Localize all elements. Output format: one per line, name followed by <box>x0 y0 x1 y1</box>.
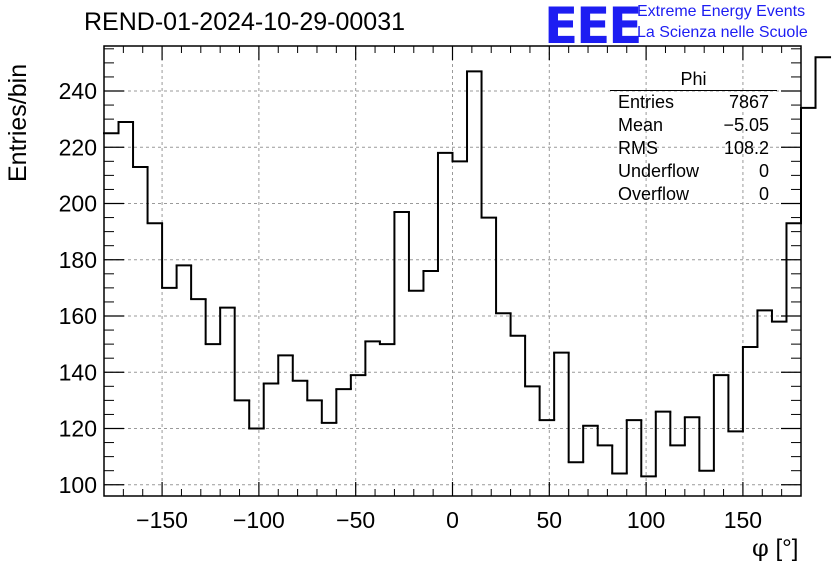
y-tick-label: 160 <box>59 303 97 329</box>
x-tick-label: 0 <box>446 507 459 533</box>
x-tick-label: 50 <box>537 507 563 533</box>
tick-labels: −150 −100 −50 0 50 100 150 100 120 140 160 180 200 22… <box>59 78 762 533</box>
grid-lines <box>104 46 801 496</box>
y-tick-label: 240 <box>59 78 97 104</box>
stats-row-entries: Entries 7867 <box>610 91 777 114</box>
logo-tagline-2: La Scienza nelle Scuole <box>637 24 808 41</box>
y-tick-label: 140 <box>59 359 97 385</box>
stats-value: 7867 <box>728 92 769 112</box>
x-tick-label: −150 <box>136 507 188 533</box>
stats-row-underflow: Underflow 0 <box>610 160 777 183</box>
y-tick-label: 120 <box>59 416 97 442</box>
x-axis-symbol: φ <box>752 534 769 562</box>
y-tick-label: 100 <box>59 472 97 498</box>
stats-label: Mean <box>618 115 664 135</box>
stats-label: Underflow <box>618 161 700 181</box>
stats-value: −5.05 <box>723 115 769 135</box>
y-tick-label: 200 <box>59 191 97 217</box>
page-title: REND-01-2024-10-29-00031 <box>84 8 406 36</box>
stats-row-overflow: Overflow 0 <box>610 183 777 206</box>
stats-label: RMS <box>618 138 658 158</box>
stats-label: Entries <box>618 92 675 112</box>
eee-logo: EEE <box>544 0 642 55</box>
stats-value: 0 <box>758 161 769 181</box>
y-tick-label: 220 <box>59 134 97 160</box>
logo-tagline-1: Extreme Energy Events <box>637 3 806 20</box>
x-tick-label: 150 <box>724 507 762 533</box>
x-axis-unit: [°] <box>775 535 799 562</box>
stats-row-mean: Mean −5.05 <box>610 114 777 137</box>
x-tick-label: 100 <box>627 507 665 533</box>
stats-value: 0 <box>758 184 769 204</box>
x-axis-label: φ [°] <box>752 534 798 563</box>
stats-label: Overflow <box>618 184 690 204</box>
stats-row-rms: RMS 108.2 <box>610 137 777 160</box>
stats-value: 108.2 <box>723 138 769 158</box>
y-axis-label: Entries/bin <box>4 63 32 182</box>
stats-box: Phi Entries 7867 Mean −5.05 RMS 108.2 Under… <box>610 70 777 206</box>
y-tick-label: 180 <box>59 247 97 273</box>
stats-title: Phi <box>610 70 777 91</box>
x-tick-label: −50 <box>336 507 375 533</box>
axis-ticks <box>104 46 801 496</box>
x-tick-label: −100 <box>233 507 285 533</box>
